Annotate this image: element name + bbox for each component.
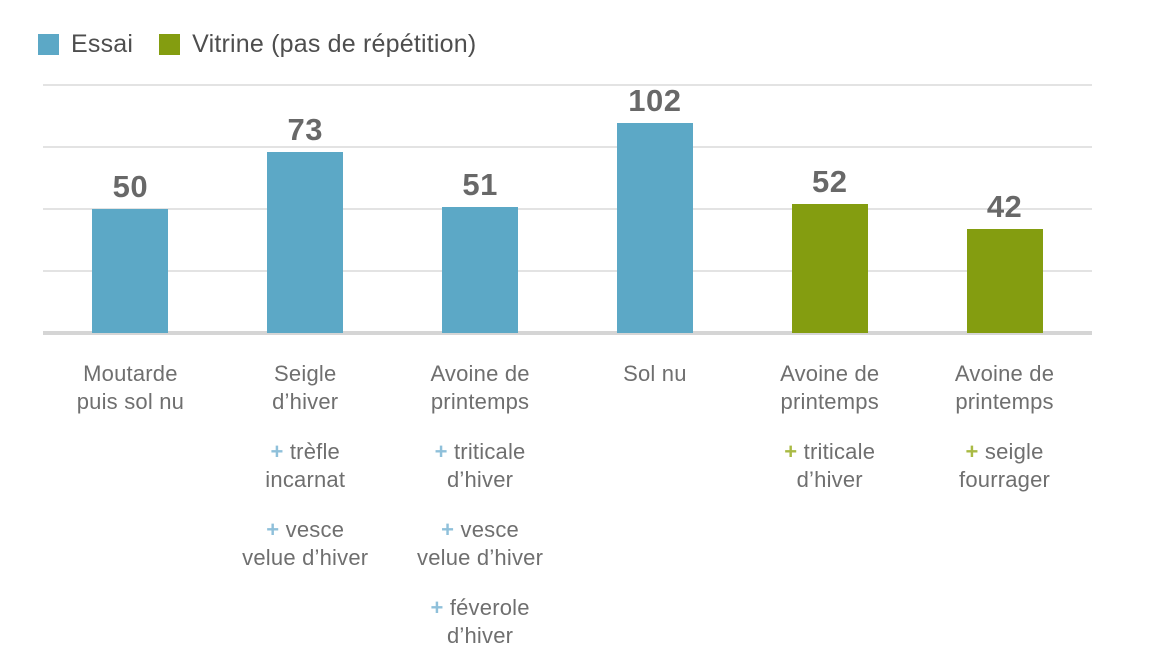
value-label: 42 [986,188,1023,224]
bar [616,123,693,333]
value-label: 50 [112,169,149,204]
category-label-column: Moutarde puis sol nu [43,360,218,650]
category-label-column: Avoine de printemps + triticale d’hiver [742,360,917,650]
category-label: Seigle d’hiver [272,361,339,414]
category-label: Avoine de printemps [954,361,1055,414]
addition-text: triticale d’hiver [446,439,526,492]
addition-label: + vesce velue d’hiver [417,516,543,572]
plus-icon: + [441,517,455,542]
gridline [43,84,1092,86]
plus-icon: + [270,439,284,464]
addition-label: + seigle fourrager [959,438,1050,494]
bar [791,204,868,333]
plus-icon: + [430,595,444,620]
bar-column: 42 [917,85,1092,333]
plus-icon: + [266,517,280,542]
category-label-column: Avoine de printemps + seigle fourrager [917,360,1092,650]
plus-icon: + [784,439,798,464]
legend-label: Essai [71,30,134,58]
value-label: 102 [628,83,682,118]
legend-item: Essai [38,30,133,59]
addition-label: + trèfle incarnat [265,438,345,494]
gridline [43,146,1092,148]
x-axis-line [43,331,1092,335]
gridline [43,270,1092,272]
addition-label: + vesce velue d’hiver [242,516,368,572]
addition-text: vesce velue d’hiver [242,517,369,570]
value-label: 52 [811,164,848,200]
bar [267,151,344,333]
bar-column: 73 [218,85,393,333]
category-label: Moutarde puis sol nu [76,361,185,414]
legend-item: Vitrine (pas de répétition) [159,30,476,59]
bar-column: 51 [393,85,568,333]
value-label: 73 [287,111,323,147]
plot-area: 50 73 51 102 52 42 [43,84,1092,335]
addition-text: trèfle incarnat [265,439,346,492]
legend-label: Vitrine (pas de répétition) [192,30,477,58]
addition-label: + triticale d’hiver [435,438,526,494]
value-label: 51 [462,166,498,202]
addition-text: triticale d’hiver [796,439,876,492]
category-label-column: Seigle d’hiver + trèfle incarnat + vesce v… [218,360,393,650]
category-label: Sol nu [623,361,687,386]
bar-column: 102 [567,85,742,333]
category-label-column: Avoine de printemps + triticale d’hiver + … [393,360,568,650]
legend-swatch-icon [159,34,181,55]
bar [92,209,169,333]
legend-swatch-icon [38,34,59,55]
addition-text: seigle fourrager [959,439,1051,492]
category-label: Avoine de printemps [430,361,530,414]
bar [966,228,1043,333]
plus-icon: + [965,439,979,464]
addition-label: + féverole d’hiver [430,594,529,650]
addition-text: féverole d’hiver [446,595,530,648]
plus-icon: + [434,439,448,464]
bar-column: 52 [742,85,917,333]
category-labels-row: Moutarde puis sol nu Seigle d’hiver + trèf… [43,360,1092,650]
category-label-column: Sol nu [567,360,742,650]
bar-column: 50 [43,85,218,333]
category-label: Avoine de printemps [780,361,880,414]
legend: Essai Vitrine (pas de répétition) [38,30,476,59]
bar [442,206,519,333]
addition-label: + triticale d’hiver [784,438,875,494]
gridline [43,208,1092,210]
addition-text: vesce velue d’hiver [417,517,544,570]
bars-row: 50 73 51 102 52 42 [43,85,1092,333]
